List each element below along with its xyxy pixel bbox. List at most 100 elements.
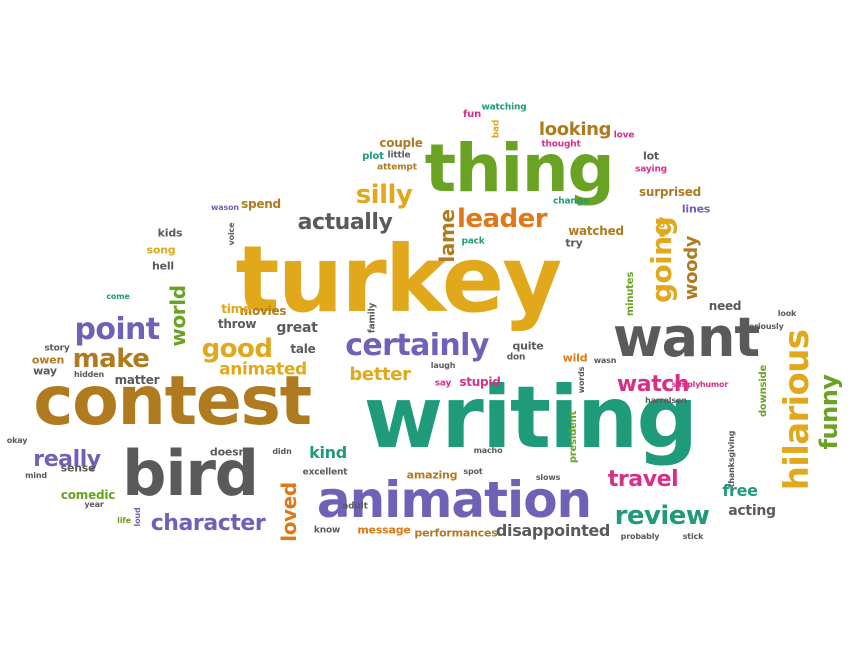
word-travel: travel [607, 467, 679, 492]
word-wild: wild [562, 351, 588, 365]
word-way: way [33, 364, 57, 378]
word-loud: loud [133, 507, 142, 527]
word-lame: lame [435, 209, 459, 263]
word-family: family [367, 302, 378, 334]
word-kind: kind [309, 443, 347, 462]
word-minutes: minutes [625, 271, 636, 317]
word-slows: slows [535, 473, 561, 482]
word-say: say [434, 378, 452, 389]
word-contest: contest [33, 362, 312, 441]
word-writing: writing [363, 368, 698, 468]
word-watched: watched [568, 224, 624, 238]
word-hilarious: hilarious [777, 329, 817, 491]
word-saying: saying [635, 164, 667, 175]
word-certainly: certainly [345, 328, 489, 363]
word-words: words [577, 366, 586, 394]
word-turkey: turkey [235, 226, 563, 333]
word-better: better [349, 364, 411, 385]
word-review: review [614, 501, 710, 531]
word-kids: kids [157, 226, 183, 240]
word-make: make [72, 344, 150, 374]
word-funny: funny [815, 374, 843, 450]
word-looking: looking [538, 119, 612, 140]
word-want: want [612, 306, 760, 369]
word-humor: humor [699, 380, 729, 389]
word-bird: bird [122, 437, 259, 510]
word-okay: okay [6, 436, 28, 445]
word-movies: movies [239, 304, 287, 318]
word-little: little [387, 150, 411, 161]
word-wason: wason [211, 203, 239, 212]
word-simply: simply [671, 380, 701, 389]
word-adult: adult [342, 501, 368, 512]
word-thought: thought [541, 139, 581, 150]
word-hidden: hidden [73, 370, 105, 379]
word-excellent: excellent [302, 467, 348, 478]
word-fun: fun [463, 109, 481, 120]
word-need: need [708, 299, 742, 313]
word-surprised: surprised [639, 185, 701, 199]
word-free: free [722, 481, 758, 500]
word-hell: hell [152, 259, 174, 273]
word-lot: lot [643, 149, 659, 163]
word-disappointed: disappointed [495, 521, 611, 540]
word-owen: owen [31, 353, 65, 367]
word-stick: stick [682, 532, 704, 541]
word-doesn: doesn [209, 445, 247, 459]
word-quite: quite [512, 339, 544, 353]
word-sense: sense [60, 461, 96, 475]
word-silly: silly [355, 180, 413, 210]
word-world: world [166, 285, 190, 347]
word-tale: tale [290, 342, 316, 356]
word-macho: macho [473, 446, 503, 455]
word-story: story [44, 343, 70, 354]
word-probably: probably [620, 532, 660, 541]
word-try: try [565, 236, 583, 250]
word-comedic: comedic [60, 488, 116, 502]
word-don: don [506, 352, 526, 363]
word-performances: performances [414, 526, 498, 540]
word-matter: matter [114, 373, 160, 387]
word-love: love [613, 130, 635, 141]
word-bad: bad [491, 119, 502, 139]
word-voice: voice [227, 222, 236, 246]
word-president: president [568, 410, 579, 464]
word-spend: spend [241, 197, 281, 211]
word-really: really [33, 447, 101, 472]
word-time: time [221, 302, 251, 316]
word-stupid: stupid [459, 375, 501, 389]
word-mind: mind [25, 471, 47, 480]
word-attempt: attempt [377, 162, 417, 173]
word-plot: plot [362, 151, 384, 162]
word-watching: watching [481, 102, 527, 113]
word-pack: pack [461, 236, 485, 247]
word-great: great [276, 320, 318, 336]
word-laugh: laugh [430, 361, 456, 370]
word-acting: acting [728, 503, 776, 519]
word-animation: animation [316, 471, 592, 529]
word-amazing: amazing [406, 468, 458, 482]
word-thanksgiving: thanksgiving [727, 430, 736, 488]
word-actually: actually [297, 210, 393, 235]
word-lines: lines [681, 202, 711, 216]
word-song: song [146, 243, 176, 257]
word-animated: animated [219, 359, 307, 380]
word-didn: didn [272, 447, 292, 456]
word-character: character [150, 511, 266, 536]
word-spot: spot [463, 467, 483, 476]
word-look: look [777, 309, 797, 318]
word-point: point [74, 312, 160, 347]
word-good: good [201, 334, 273, 364]
word-downside: downside [758, 364, 769, 418]
word-harrelson: harrelson [645, 396, 687, 405]
word-enjoy: enjoy [657, 216, 668, 244]
word-loved: loved [277, 482, 301, 542]
word-woody: woody [681, 235, 702, 301]
word-couple: couple [379, 136, 423, 150]
word-message: message [357, 523, 411, 537]
word-seriously: seriously [744, 322, 784, 331]
word-watch: watch [616, 372, 690, 397]
word-life: life [117, 516, 131, 525]
word-thing: thing [424, 130, 615, 207]
